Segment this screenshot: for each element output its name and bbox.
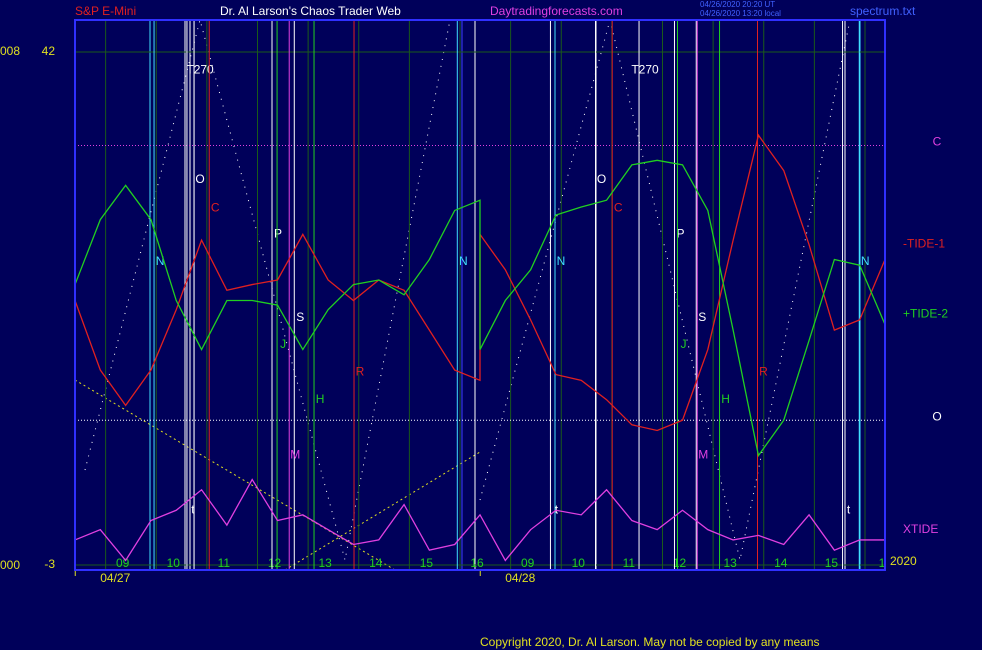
- event-label: N: [459, 254, 468, 268]
- site-title: Dr. Al Larson's Chaos Trader Web: [220, 4, 401, 18]
- left-label: 008: [0, 44, 20, 58]
- event-label: C: [211, 200, 220, 214]
- x-tick-label: 11: [218, 556, 231, 570]
- event-label: S: [296, 310, 304, 324]
- event-label: N: [156, 254, 165, 268]
- event-label: M: [698, 448, 708, 462]
- copyright: Copyright 2020, Dr. Al Larson. May not b…: [480, 635, 820, 649]
- event-label: T270: [186, 62, 214, 76]
- x-tick-label: 12: [268, 556, 282, 570]
- x-tick-label: 15: [420, 556, 434, 570]
- x-tick-label: 10: [167, 556, 181, 570]
- x-tick-label: 11: [623, 556, 636, 570]
- event-label: J: [280, 337, 286, 351]
- event-label: T270: [631, 62, 659, 76]
- plot-frame: [74, 19, 886, 571]
- time-ut: 04/26/2020 20:20 UT: [700, 0, 775, 9]
- event-label: N: [861, 254, 870, 268]
- series-line: [74, 478, 885, 562]
- file-name: spectrum.txt: [850, 4, 916, 18]
- event-label: M: [290, 448, 300, 462]
- left-label: 000: [0, 558, 20, 572]
- y-tick-label: -3: [44, 557, 55, 571]
- x-tick-label: 09: [521, 556, 535, 570]
- event-label: S: [698, 310, 706, 324]
- event-label: P: [676, 227, 684, 241]
- x-tick-label: 13: [723, 556, 737, 570]
- event-label: N: [557, 254, 566, 268]
- time-local: 04/26/2020 13:20 local: [700, 9, 781, 18]
- legend-label: XTIDE: [903, 522, 938, 536]
- event-label: C: [614, 200, 623, 214]
- event-label: O: [195, 172, 204, 186]
- event-label: H: [721, 392, 730, 406]
- x-tick-label: 15: [825, 556, 839, 570]
- legend-label: -TIDE-1: [903, 237, 945, 251]
- event-label: H: [316, 392, 325, 406]
- date-label: 04/28: [505, 571, 535, 585]
- event-label: R: [759, 365, 768, 379]
- event-label: J: [681, 337, 687, 351]
- event-label: t: [555, 502, 559, 516]
- x-tick-label: 14: [774, 556, 788, 570]
- level-label: O: [932, 409, 941, 423]
- symbol: S&P E-Mini: [75, 4, 136, 18]
- x-tick-label: 10: [572, 556, 586, 570]
- event-label: R: [356, 365, 365, 379]
- series-line: [74, 159, 886, 458]
- x-tick-label: 14: [369, 556, 383, 570]
- y-tick-label: 42: [42, 44, 56, 58]
- event-label: P: [274, 227, 282, 241]
- site-url: Daytradingforecasts.com: [490, 4, 623, 18]
- event-label: t: [847, 502, 851, 516]
- year-label: 2020: [890, 554, 917, 568]
- event-label: O: [597, 172, 606, 186]
- x-tick-label: 12: [673, 556, 687, 570]
- date-label: 04/27: [100, 571, 130, 585]
- legend-label: +TIDE-2: [903, 307, 948, 321]
- x-tick-label: 16: [470, 556, 484, 570]
- x-tick-label: 1: [879, 556, 886, 570]
- x-tick-label: 13: [318, 556, 332, 570]
- level-label: C: [933, 135, 942, 149]
- event-label: t: [191, 502, 195, 516]
